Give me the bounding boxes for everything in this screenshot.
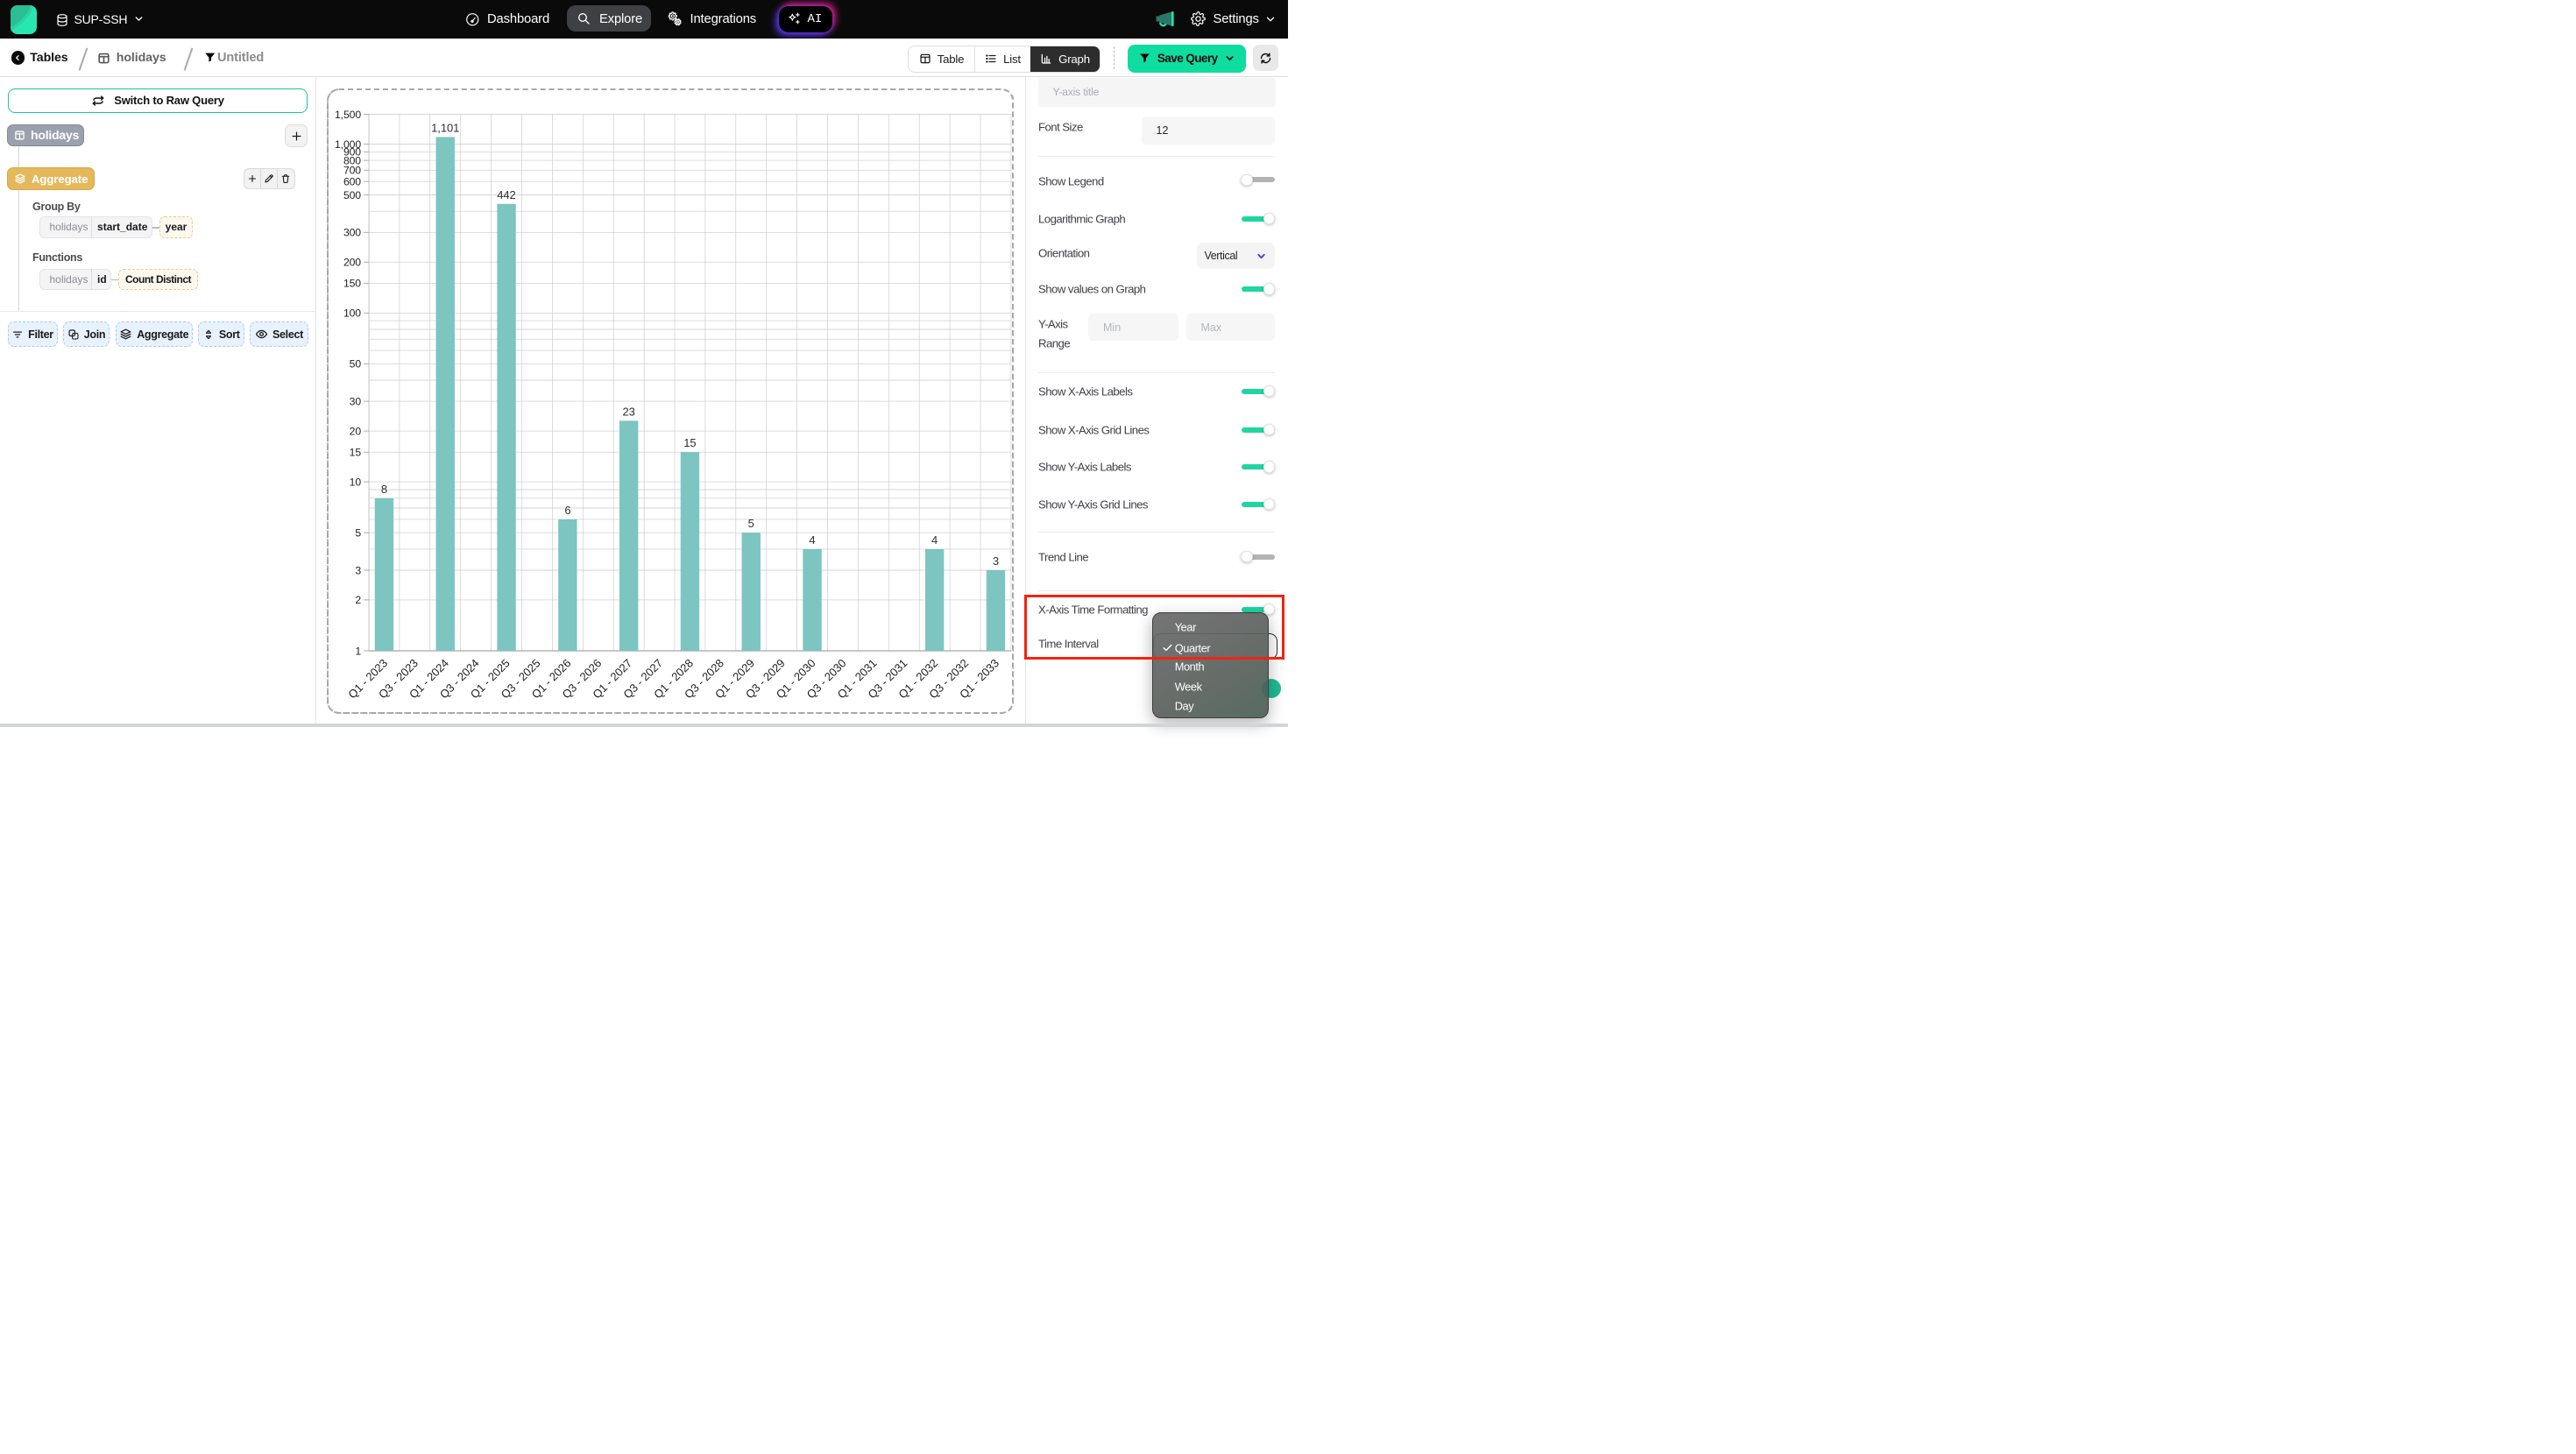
svg-text:2: 2 bbox=[355, 594, 361, 606]
svg-text:442: 442 bbox=[497, 187, 515, 201]
svg-text:100: 100 bbox=[343, 307, 360, 319]
svg-text:200: 200 bbox=[343, 256, 360, 268]
svg-text:50: 50 bbox=[349, 357, 361, 370]
svg-text:300: 300 bbox=[343, 226, 360, 238]
svg-text:800: 800 bbox=[343, 154, 360, 166]
svg-text:4: 4 bbox=[931, 533, 938, 546]
svg-text:900: 900 bbox=[343, 145, 360, 158]
svg-text:15: 15 bbox=[683, 436, 696, 449]
svg-text:15: 15 bbox=[349, 446, 361, 458]
svg-text:8: 8 bbox=[380, 482, 386, 495]
svg-text:6: 6 bbox=[564, 503, 570, 516]
svg-text:500: 500 bbox=[343, 188, 360, 201]
svg-text:5: 5 bbox=[747, 517, 754, 530]
svg-text:30: 30 bbox=[349, 395, 361, 407]
svg-text:20: 20 bbox=[349, 425, 361, 437]
svg-text:23: 23 bbox=[622, 405, 634, 418]
svg-text:3: 3 bbox=[992, 554, 998, 568]
svg-text:1,101: 1,101 bbox=[431, 121, 459, 134]
svg-text:1,500: 1,500 bbox=[335, 108, 361, 120]
svg-text:150: 150 bbox=[343, 277, 360, 289]
svg-text:10: 10 bbox=[349, 476, 361, 488]
svg-text:3: 3 bbox=[355, 564, 361, 576]
svg-text:600: 600 bbox=[343, 175, 360, 187]
svg-text:1,000: 1,000 bbox=[335, 138, 361, 150]
svg-text:1: 1 bbox=[355, 645, 361, 657]
svg-text:4: 4 bbox=[809, 533, 815, 546]
svg-text:5: 5 bbox=[355, 526, 361, 539]
svg-text:700: 700 bbox=[343, 164, 360, 176]
